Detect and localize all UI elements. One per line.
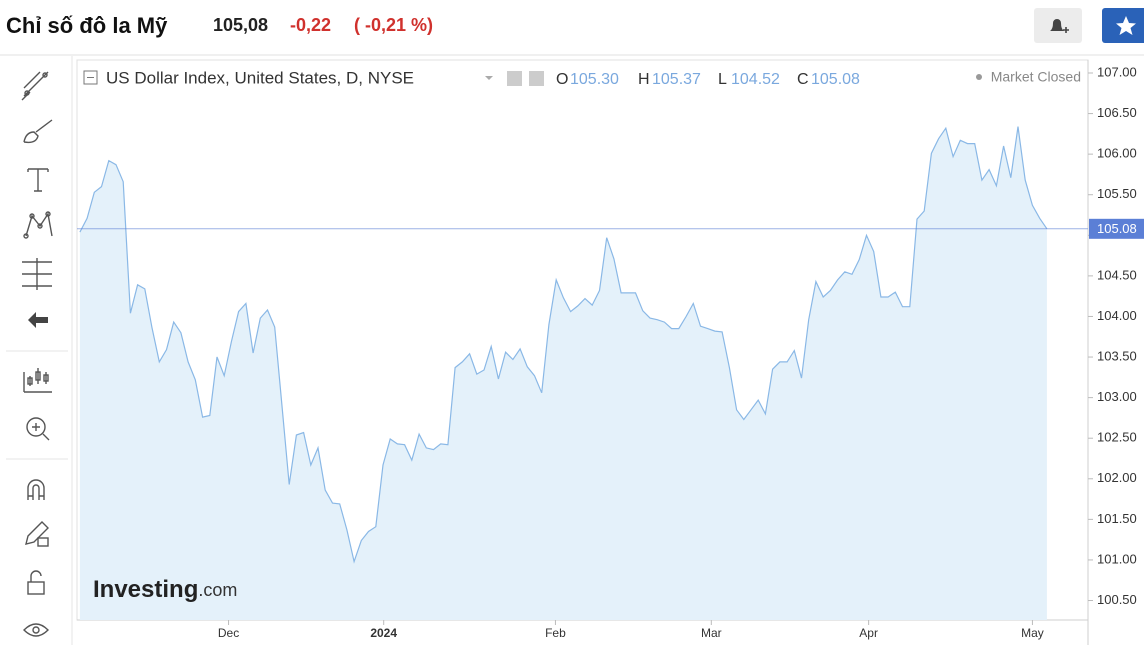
high-key: H bbox=[638, 71, 650, 88]
collapse-tool[interactable] bbox=[28, 312, 48, 328]
x-tick-label: 2024 bbox=[370, 626, 397, 640]
change-pct: ( -0,21 %) bbox=[354, 15, 433, 35]
low-key: L bbox=[718, 71, 727, 88]
high-value: 105.37 bbox=[652, 71, 701, 88]
market-status: Market Closed bbox=[991, 69, 1081, 85]
last-price-box bbox=[1089, 218, 1144, 239]
visibility-tool[interactable] bbox=[23, 623, 49, 637]
lock-tool[interactable] bbox=[27, 570, 45, 595]
indicator-tool[interactable] bbox=[23, 368, 52, 393]
symbol-name: US Dollar Index, United States, D, NYSE bbox=[106, 68, 414, 87]
close-value: 105.08 bbox=[811, 71, 860, 88]
y-tick-label: 103.00 bbox=[1097, 389, 1137, 404]
y-tick-label: 104.00 bbox=[1097, 308, 1137, 323]
low-value: 104.52 bbox=[731, 71, 780, 88]
open-key: O bbox=[556, 71, 568, 88]
y-tick-label: 101.00 bbox=[1097, 551, 1137, 566]
magnet-tool[interactable] bbox=[27, 479, 45, 500]
open-value: 105.30 bbox=[570, 71, 619, 88]
close-key: C bbox=[797, 71, 809, 88]
y-tick-label: 103.50 bbox=[1097, 348, 1137, 363]
page-title: Chỉ số đô la Mỹ bbox=[6, 13, 168, 38]
favorite-button[interactable] bbox=[1102, 8, 1144, 43]
last-price-label: 105.08 bbox=[1097, 221, 1137, 236]
measure-tool[interactable] bbox=[22, 258, 52, 290]
lock-draw-tool[interactable] bbox=[25, 521, 49, 547]
y-tick-label: 104.50 bbox=[1097, 267, 1137, 282]
x-tick-label: Apr bbox=[859, 626, 878, 640]
y-tick-label: 102.50 bbox=[1097, 430, 1137, 445]
x-tick-label: Feb bbox=[545, 626, 566, 640]
y-tick-label: 106.50 bbox=[1097, 105, 1137, 120]
y-tick-label: 107.00 bbox=[1097, 64, 1137, 79]
gear-icon[interactable] bbox=[529, 71, 544, 86]
price: 105,08 bbox=[213, 15, 268, 35]
symbol-caret[interactable] bbox=[485, 76, 493, 80]
settings-icon[interactable] bbox=[507, 71, 522, 86]
watermark: Investing.com bbox=[93, 576, 237, 603]
y-tick-label: 101.50 bbox=[1097, 511, 1137, 526]
y-tick-label: 100.50 bbox=[1097, 592, 1137, 607]
x-tick-label: Dec bbox=[218, 626, 239, 640]
plot bbox=[79, 126, 1048, 620]
area-fill bbox=[79, 126, 1047, 620]
pattern-tool[interactable] bbox=[23, 211, 53, 239]
y-tick-label: 105.50 bbox=[1097, 186, 1137, 201]
alert-button[interactable] bbox=[1034, 8, 1082, 43]
toolbar bbox=[0, 56, 73, 645]
change: -0,22 bbox=[290, 15, 331, 35]
price-line bbox=[79, 126, 1048, 564]
watermark-brand: Investing bbox=[93, 576, 198, 603]
y-tick-label: 106.00 bbox=[1097, 146, 1137, 161]
watermark-suffix: .com bbox=[198, 580, 237, 600]
collapse-box[interactable] bbox=[83, 70, 98, 85]
brush-tool[interactable] bbox=[23, 119, 53, 144]
trend-tool[interactable] bbox=[21, 71, 49, 101]
x-tick-label: Mar bbox=[701, 626, 722, 640]
text-tool[interactable] bbox=[27, 168, 49, 192]
status-dot bbox=[976, 74, 982, 80]
y-tick-label: 102.00 bbox=[1097, 470, 1137, 485]
x-tick-label: May bbox=[1021, 626, 1044, 640]
zoom-tool[interactable] bbox=[26, 417, 50, 441]
